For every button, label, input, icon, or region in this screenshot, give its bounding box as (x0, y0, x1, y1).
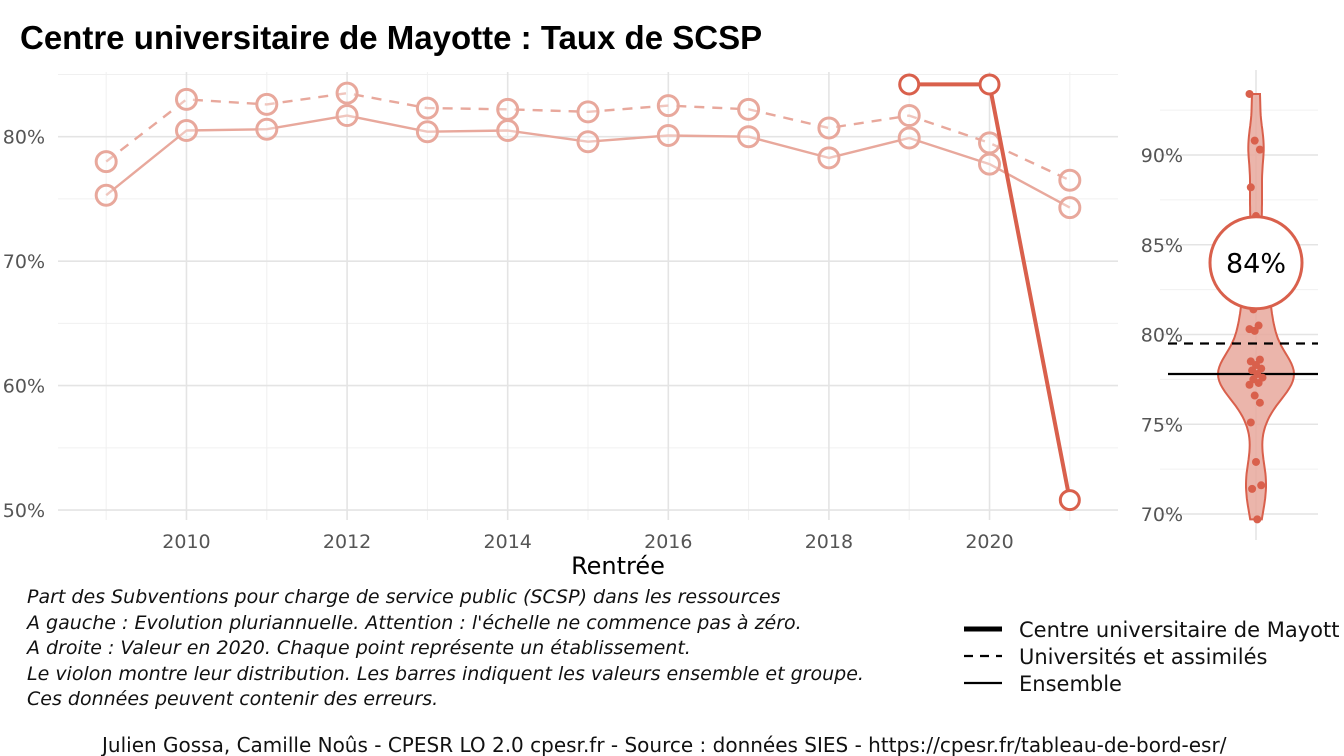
violin-point (1245, 89, 1254, 98)
violin-point (1253, 515, 1262, 524)
chart-notes: Part des Subventions pour charge de serv… (25, 586, 864, 710)
series-point (576, 130, 600, 154)
note-line-2: A gauche : Evolution pluriannuelle. Atte… (25, 612, 802, 634)
legend-label-universites: Universités et assimilés (1019, 645, 1267, 669)
violin-point (1246, 418, 1255, 427)
x-tick-label: 2016 (644, 531, 692, 553)
x-tick-label: 2014 (484, 531, 532, 553)
series-point (335, 104, 359, 128)
legend-label-mayotte: Centre universitaire de Mayott (1019, 618, 1339, 642)
series-point (737, 97, 761, 121)
violin-chart-panel: 70% 75% 80% 85% 90% 84% (1141, 70, 1318, 540)
violin-y-tick-label: 80% (1141, 325, 1183, 347)
violin-y-tick-label: 75% (1141, 414, 1183, 436)
series-point (1058, 489, 1081, 512)
note-line-4: Le violon montre leur distribution. Les … (27, 663, 864, 685)
series-point (174, 87, 198, 111)
series-point (656, 123, 680, 147)
highlight-value-label: 84% (1226, 249, 1286, 280)
series-point (737, 125, 761, 149)
line-chart-panel: 50% 60% 70% 80% 2010 2012 2014 2016 2018 2020 Rent… (3, 72, 1118, 580)
violin-y-tick-label: 90% (1141, 145, 1183, 167)
series-point (335, 81, 359, 105)
violin-point (1255, 398, 1264, 407)
violin-point (1255, 145, 1264, 154)
series-point (496, 97, 520, 121)
series-line (105, 114, 1071, 209)
violin-point (1250, 391, 1259, 400)
series-point (1058, 196, 1082, 220)
series-point (576, 100, 600, 124)
series-point (1058, 168, 1082, 192)
x-tick-label: 2020 (965, 531, 1013, 553)
violin-point (1250, 326, 1259, 335)
series-point (978, 73, 1001, 96)
series-point (817, 146, 841, 170)
violin-point (1254, 378, 1263, 387)
legend-label-ensemble: Ensemble (1019, 672, 1122, 696)
series-point (897, 104, 921, 128)
series-point (978, 131, 1002, 155)
note-line-1: Part des Subventions pour charge de serv… (27, 586, 781, 608)
series-point (174, 118, 198, 142)
series-point (94, 183, 118, 207)
series-point (255, 92, 279, 116)
x-tick-label: 2010 (162, 531, 210, 553)
series-point (415, 120, 439, 144)
violin-point (1248, 484, 1257, 493)
y-tick-label: 60% (3, 376, 45, 398)
x-axis-label: Rentrée (571, 552, 665, 580)
note-line-3: A droite : Valeur en 2020. Chaque point … (25, 637, 691, 659)
caption: Julien Gossa, Camille Noûs - CPESR LO 2.… (100, 733, 1227, 756)
y-tick-label: 80% (3, 127, 45, 149)
series-point (415, 96, 439, 120)
series-point (656, 94, 680, 118)
series-point (898, 73, 921, 96)
violin-point (1252, 457, 1260, 466)
violin-y-tick-label: 70% (1141, 504, 1183, 526)
violin-point (1257, 481, 1266, 490)
chart-title: Centre universitaire de Mayotte : Taux d… (20, 19, 762, 56)
legend: Centre universitaire de Mayott Universit… (964, 618, 1339, 696)
series-point (978, 152, 1002, 176)
series-point (496, 118, 520, 142)
y-tick-label: 70% (3, 251, 45, 273)
note-line-5: Ces données peuvent contenir des erreurs… (27, 688, 438, 710)
series-point (255, 117, 279, 141)
y-tick-label: 50% (3, 500, 45, 522)
violin-point (1246, 183, 1255, 192)
x-tick-label: 2012 (323, 531, 371, 553)
series-line (105, 91, 1071, 182)
highlight-bubble (1208, 215, 1304, 311)
violin-point (1245, 380, 1254, 389)
violin-point (1250, 136, 1259, 145)
series-point (897, 126, 921, 150)
x-tick-label: 2018 (805, 531, 853, 553)
violin-y-tick-label: 85% (1141, 235, 1183, 257)
series-point (817, 116, 841, 140)
series-point (94, 150, 118, 174)
